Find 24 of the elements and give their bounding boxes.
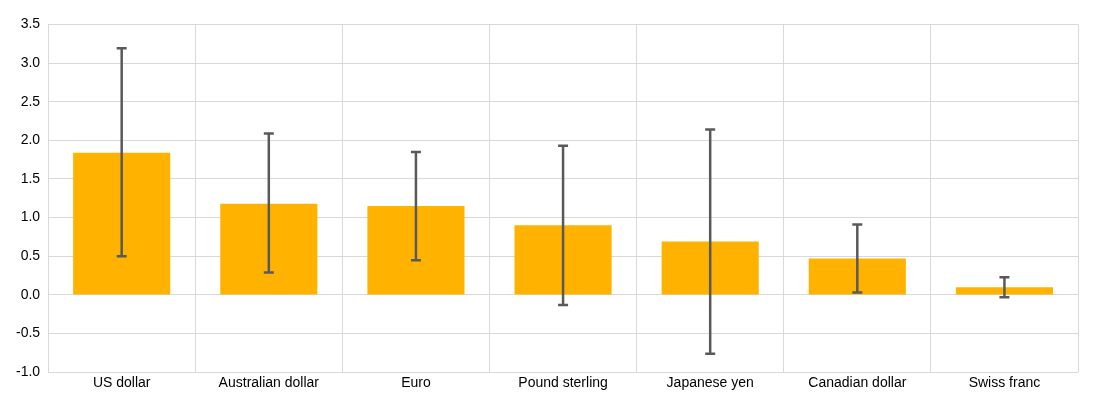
bar bbox=[514, 225, 612, 295]
y-tick-label: 3.5 bbox=[20, 15, 41, 32]
bar bbox=[661, 241, 759, 295]
x-tick-label: Pound sterling bbox=[518, 374, 608, 391]
y-tick-label: -1.0 bbox=[16, 363, 41, 380]
x-tick-label: Canadian dollar bbox=[808, 374, 907, 391]
y-tick-label: 1.0 bbox=[20, 208, 41, 225]
y-tick-label: 3.0 bbox=[20, 53, 41, 70]
x-tick-label: Euro bbox=[401, 374, 431, 391]
y-tick-label: 0.5 bbox=[20, 247, 41, 264]
x-tick-label: Japanese yen bbox=[666, 374, 754, 391]
y-tick-label: -0.5 bbox=[16, 324, 41, 341]
bar bbox=[955, 287, 1053, 295]
bar bbox=[808, 258, 906, 295]
x-tick-label: Swiss franc bbox=[968, 374, 1041, 391]
y-tick-label: 2.0 bbox=[20, 131, 41, 148]
x-tick-label: US dollar bbox=[92, 374, 151, 391]
x-tick-label: Australian dollar bbox=[218, 374, 320, 391]
y-tick-label: 2.5 bbox=[20, 92, 41, 109]
bar bbox=[220, 203, 318, 295]
bar bbox=[73, 152, 171, 295]
y-tick-label: 0.0 bbox=[20, 285, 41, 302]
y-tick-label: 1.5 bbox=[20, 169, 41, 186]
bar bbox=[367, 206, 465, 295]
